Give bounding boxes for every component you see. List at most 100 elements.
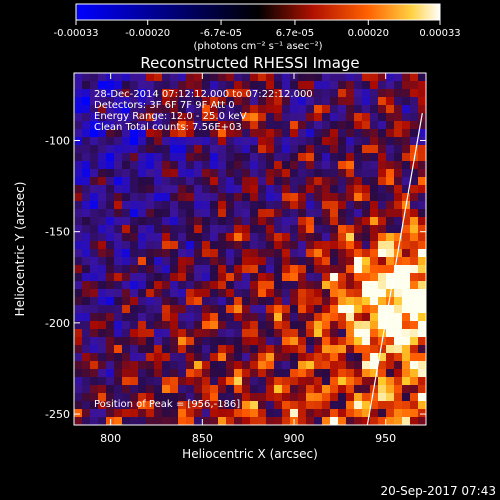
heatmap-cell: [250, 409, 259, 418]
x-tick-label: 900: [284, 432, 305, 445]
heatmap-cell: [162, 233, 171, 242]
heatmap-cell: [274, 297, 283, 306]
heatmap-cell: [98, 153, 107, 162]
heatmap-cell: [194, 313, 203, 322]
heatmap-cell: [194, 185, 203, 194]
heatmap-cell: [74, 161, 83, 170]
heatmap-cell: [178, 377, 187, 386]
heatmap-cell: [394, 129, 403, 138]
heatmap-cell: [306, 97, 315, 106]
heatmap-cell: [410, 249, 419, 258]
heatmap-cell: [266, 129, 275, 138]
heatmap-cell: [186, 353, 195, 362]
heatmap-cell: [114, 241, 123, 250]
heatmap-cell: [330, 153, 339, 162]
heatmap-cell: [114, 209, 123, 218]
heatmap-cell: [370, 169, 379, 178]
heatmap-cell: [154, 353, 163, 362]
heatmap-cell: [210, 209, 219, 218]
heatmap-cell: [346, 233, 355, 242]
heatmap-cell: [202, 209, 211, 218]
heatmap-cell: [386, 193, 395, 202]
heatmap-cell: [226, 193, 235, 202]
heatmap-cell: [274, 121, 283, 130]
heatmap-cell: [266, 169, 275, 178]
heatmap-cell: [226, 281, 235, 290]
heatmap-cell: [410, 329, 419, 338]
heatmap-cell: [194, 137, 203, 146]
heatmap-cell: [306, 353, 315, 362]
heatmap-cell: [346, 169, 355, 178]
heatmap-cell: [178, 329, 187, 338]
heatmap-cell: [234, 81, 243, 90]
heatmap-cell: [290, 361, 299, 370]
heatmap-cell: [322, 201, 331, 210]
heatmap-cell: [330, 281, 339, 290]
heatmap-cell: [242, 153, 251, 162]
heatmap-cell: [98, 129, 107, 138]
heatmap-cell: [170, 273, 179, 282]
heatmap-cell: [122, 393, 131, 402]
heatmap-cell: [202, 145, 211, 154]
heatmap-cell: [82, 217, 91, 226]
heatmap-cell: [162, 289, 171, 298]
heatmap-cell: [410, 281, 419, 290]
heatmap-cell: [226, 337, 235, 346]
heatmap-cell: [130, 73, 139, 82]
heatmap-cell: [258, 393, 267, 402]
heatmap-cell: [274, 289, 283, 298]
heatmap-cell: [290, 321, 299, 330]
heatmap-cell: [202, 137, 211, 146]
heatmap-cell: [394, 321, 403, 330]
heatmap-cell: [146, 161, 155, 170]
heatmap-cell: [418, 377, 426, 386]
heatmap-cell: [234, 385, 243, 394]
heatmap-cell: [210, 377, 219, 386]
heatmap-cell: [218, 233, 227, 242]
heatmap-cell: [338, 361, 347, 370]
heatmap-cell: [226, 385, 235, 394]
heatmap-cell: [226, 153, 235, 162]
heatmap-cell: [106, 257, 115, 266]
heatmap-cell: [306, 265, 315, 274]
heatmap-cell: [370, 201, 379, 210]
heatmap-cell: [138, 153, 147, 162]
heatmap-cell: [194, 377, 203, 386]
heatmap-cell: [90, 73, 99, 82]
heatmap-cell: [410, 321, 419, 330]
heatmap-cell: [90, 257, 99, 266]
heatmap-cell: [162, 345, 171, 354]
heatmap-cell: [90, 169, 99, 178]
heatmap-cell: [114, 281, 123, 290]
heatmap-cell: [82, 185, 91, 194]
heatmap-cell: [370, 265, 379, 274]
heatmap-cell: [154, 289, 163, 298]
heatmap-cell: [194, 385, 203, 394]
heatmap-cell: [114, 257, 123, 266]
heatmap-cell: [202, 345, 211, 354]
heatmap-cell: [218, 193, 227, 202]
heatmap-cell: [162, 105, 171, 114]
heatmap-cell: [194, 361, 203, 370]
heatmap-cell: [122, 265, 131, 274]
heatmap-cell: [418, 201, 426, 210]
heatmap-cell: [218, 369, 227, 378]
heatmap-cell: [162, 81, 171, 90]
heatmap-cell: [282, 233, 291, 242]
heatmap-cell: [210, 113, 219, 122]
heatmap-cell: [322, 193, 331, 202]
heatmap-cell: [130, 385, 139, 394]
heatmap-cell: [138, 329, 147, 338]
heatmap-cell: [394, 177, 403, 186]
heatmap-cell: [258, 201, 267, 210]
heatmap-cell: [82, 153, 91, 162]
heatmap-cell: [250, 321, 259, 330]
heatmap-cell: [314, 193, 323, 202]
heatmap-cell: [210, 273, 219, 282]
heatmap-cell: [130, 321, 139, 330]
heatmap-cell: [226, 297, 235, 306]
heatmap-cell: [234, 353, 243, 362]
heatmap-cell: [314, 417, 323, 425]
heatmap-cell: [370, 257, 379, 266]
heatmap-cell: [114, 193, 123, 202]
